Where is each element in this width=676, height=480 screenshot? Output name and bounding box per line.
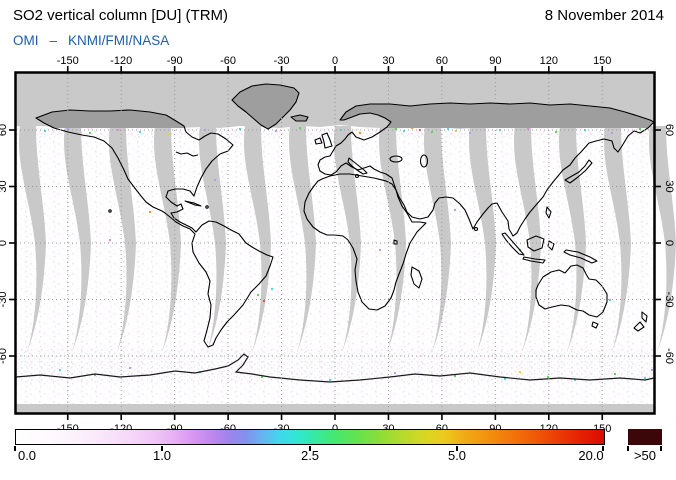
lat-tick-label: -30 (663, 292, 675, 308)
axis-ticks (9, 66, 661, 420)
so2-speckle-dots (44, 127, 653, 381)
agencies-label: KNMI/FMI/NASA (68, 33, 170, 48)
lon-tick-label: -90 (167, 55, 183, 67)
lat-tick-label: 30 (0, 180, 9, 192)
colorbar-tick (602, 446, 604, 451)
lon-tick-label: 150 (593, 55, 611, 67)
colorbar-tick (660, 446, 662, 451)
antarctic-noise-strip (16, 348, 654, 382)
colorbar-value-label: 20.0 (578, 448, 604, 463)
colorbar-tick (309, 446, 311, 451)
colorbar-value-label: 1.0 (152, 448, 172, 463)
colorbar-tick (456, 446, 458, 451)
south-edge-no-data-strip (16, 404, 654, 413)
lat-tick-label: 0 (0, 240, 9, 246)
colorbar-tick (627, 446, 629, 451)
instrument-label: OMI (13, 33, 39, 48)
subtitle-dash: – (49, 33, 58, 48)
colorbar-tick (14, 446, 16, 451)
colorbar-value-label: 0.0 (17, 448, 37, 463)
date-label: 8 November 2014 (544, 7, 664, 24)
colorbar-overflow-box (628, 429, 662, 445)
lon-tick-label: -150 (57, 55, 79, 67)
lon-tick-label: -120 (110, 55, 132, 67)
map-border (14, 71, 656, 415)
lat-tick-label: -60 (663, 348, 675, 364)
graticule (16, 74, 654, 412)
colorbar-value-label: 2.5 (300, 448, 320, 463)
lon-tick-label: 60 (436, 55, 448, 67)
lat-tick-label: -60 (0, 348, 9, 364)
lon-tick-label: 120 (540, 55, 558, 67)
lat-tick-label: -30 (0, 292, 9, 308)
lon-tick-label: 30 (382, 55, 394, 67)
lat-tick-label: 60 (0, 124, 9, 136)
lat-tick-label: 0 (663, 240, 675, 246)
colorbar-overflow-label: >50 (633, 448, 657, 463)
colorbar-value-label: 5.0 (447, 448, 467, 463)
lat-tick-label: 30 (663, 180, 675, 192)
antarctica-coastline (15, 353, 655, 383)
colorbar-tick (161, 446, 163, 451)
subtitle: OMI – KNMI/FMI/NASA (13, 33, 180, 48)
lon-tick-label: 0 (332, 55, 338, 67)
lon-tick-label: -30 (274, 55, 290, 67)
lon-tick-label: -60 (220, 55, 236, 67)
colorbar (15, 429, 605, 445)
lat-tick-label: 60 (663, 124, 675, 136)
lon-tick-label: 90 (489, 55, 501, 67)
page-title: SO2 vertical column [DU] (TRM) (13, 7, 229, 24)
